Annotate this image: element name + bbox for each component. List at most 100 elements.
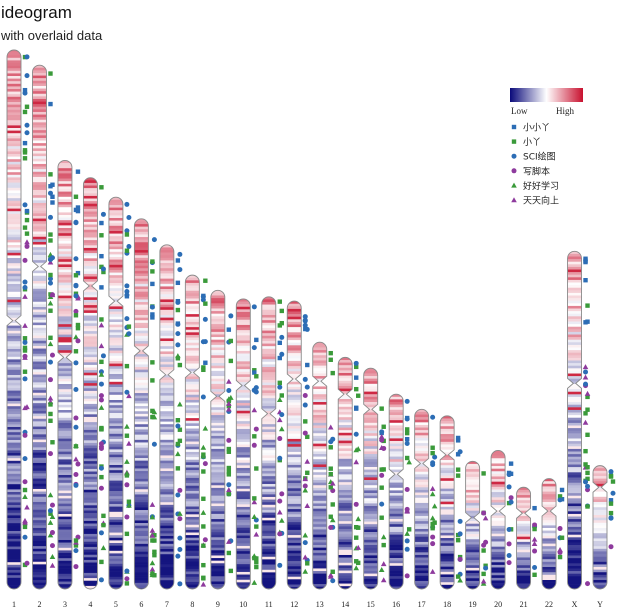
legend-key-5 (511, 197, 517, 203)
marker-chr1-34 (22, 534, 28, 540)
marker-chr14-12 (353, 501, 359, 507)
marker-chr22-5 (557, 494, 563, 499)
marker-chr20-12 (508, 499, 514, 505)
marker-chr6-17 (150, 259, 155, 264)
marker-chr7-19 (175, 466, 181, 471)
marker-chr3-8 (75, 461, 81, 467)
chromosome-21 (516, 486, 532, 590)
marker-chr5-6 (124, 228, 130, 234)
marker-chr7-25 (175, 356, 181, 361)
marker-chr4-30 (98, 397, 104, 403)
marker-chr6-19 (150, 281, 155, 287)
marker-chr8-8 (200, 581, 207, 587)
marker-chr13-2 (328, 357, 333, 362)
marker-chr7-24 (175, 441, 181, 447)
chromosome-label-4: 4 (88, 600, 92, 609)
marker-chrY-6 (610, 479, 616, 484)
marker-chr4-36 (99, 185, 104, 190)
marker-chr5-5 (124, 423, 130, 429)
marker-chr8-21 (201, 524, 206, 529)
marker-chr12-24 (302, 532, 309, 538)
marker-chr19-10 (481, 548, 486, 553)
marker-chr14-16 (355, 516, 362, 522)
marker-chr3-25 (73, 349, 79, 354)
chromosome-label-22: 22 (545, 600, 553, 609)
marker-chr4-29 (98, 445, 104, 451)
marker-chr10-3 (251, 499, 258, 505)
marker-chr2-23 (50, 194, 55, 199)
marker-chr5-27 (124, 568, 130, 574)
marker-chr20-8 (506, 472, 512, 478)
marker-chrY-7 (610, 490, 616, 496)
marker-chr3-21 (73, 308, 79, 314)
chromosome-2 (32, 64, 47, 590)
marker-chr9-13 (226, 388, 232, 394)
marker-chr1-32 (22, 90, 28, 96)
marker-chr14-18 (356, 393, 361, 398)
chromosome-label-6: 6 (139, 600, 143, 609)
legend-entry-2: SCI绘图 (511, 151, 556, 163)
marker-chr8-20 (201, 496, 206, 501)
marker-chr12-18 (302, 402, 308, 408)
chromosome-4-outline (82, 177, 98, 590)
marker-chr13-22 (330, 578, 336, 584)
marker-chr2-24 (47, 190, 53, 196)
marker-chr10-26 (252, 496, 257, 501)
marker-chr15-11 (380, 561, 387, 567)
chromosome-2-outline (32, 64, 47, 590)
marker-chr16-10 (404, 573, 410, 579)
marker-chr8-25 (200, 394, 206, 400)
marker-chr2-3 (49, 502, 55, 508)
marker-chr12-19 (302, 483, 308, 489)
marker-chr17-13 (430, 414, 436, 420)
marker-chr8-12 (202, 316, 208, 322)
marker-chr21-5 (532, 564, 538, 570)
chromosome-21-outline (516, 486, 532, 590)
marker-chr3-10 (73, 282, 79, 288)
marker-chr16-7 (404, 487, 410, 493)
marker-chr5-19 (126, 393, 132, 399)
marker-chr7-21 (175, 321, 181, 327)
marker-chr7-15 (177, 362, 183, 368)
marker-chr11-15 (279, 491, 285, 497)
legend-key-1 (511, 139, 517, 144)
marker-chr6-26 (151, 409, 158, 415)
marker-chr6-10 (149, 501, 156, 507)
marker-chr4-37 (98, 343, 105, 349)
marker-chr2-35 (47, 214, 53, 220)
marker-chr17-11 (430, 521, 435, 527)
marker-chr5-20 (124, 531, 130, 537)
marker-chr6-9 (150, 269, 155, 274)
marker-chr5-31 (124, 581, 130, 586)
marker-chr2-33 (50, 182, 55, 187)
marker-chr10-12 (251, 304, 257, 310)
marker-chr10-19 (254, 524, 259, 529)
marker-chr13-6 (328, 471, 333, 477)
marker-chr21-8 (532, 505, 537, 511)
marker-chr4-15 (99, 253, 104, 259)
marker-chr16-17 (404, 398, 410, 404)
legend-entry-3: 写脚本 (511, 165, 550, 177)
marker-chr10-13 (254, 466, 259, 471)
marker-chr1-10 (24, 122, 30, 128)
chromosome-16 (388, 393, 404, 590)
marker-chr9-5 (228, 313, 234, 319)
chromosome-10-outline (235, 298, 251, 590)
marker-chr10-25 (252, 555, 257, 561)
marker-chr16-16 (404, 415, 410, 421)
marker-chr3-2 (73, 456, 79, 462)
marker-chr22-4 (559, 487, 565, 493)
marker-chr2-31 (47, 508, 53, 514)
marker-chr1-15 (22, 279, 28, 285)
chromosome-15 (363, 367, 379, 590)
chromosome-17 (414, 408, 430, 590)
marker-chr10-6 (252, 434, 257, 439)
marker-chr6-18 (150, 315, 155, 320)
marker-chr1-11 (22, 87, 28, 93)
marker-chr3-33 (75, 338, 81, 344)
chromosome-3-bands (57, 160, 72, 590)
marker-chr12-6 (305, 434, 310, 440)
chromosome-label-2: 2 (37, 600, 41, 609)
chromosome-label-layer: 1 2 3 4 5 6 7 8 9 10 11 12 13 14 15 16 17 18 19 20 21 22 X Y (12, 600, 603, 609)
marker-chr11-21 (277, 531, 283, 537)
